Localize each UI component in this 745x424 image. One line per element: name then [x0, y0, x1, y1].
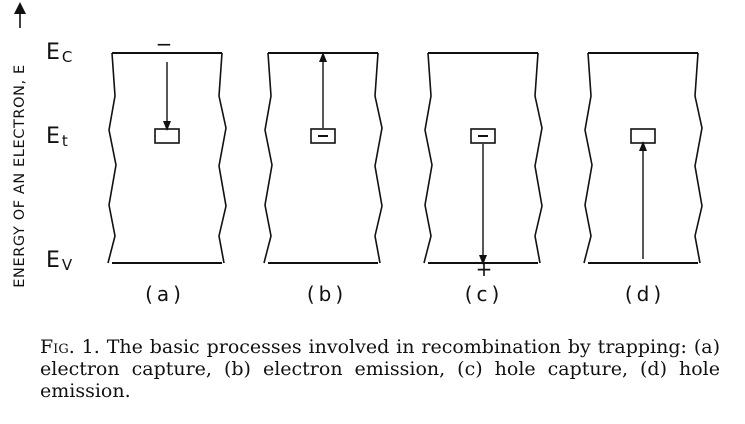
panel-left-edge-a — [107, 52, 117, 264]
trap-level-c — [470, 128, 496, 144]
panel-right-edge-d — [694, 52, 703, 264]
energy-axis — [14, 2, 26, 28]
panel-left-edge-d — [583, 52, 593, 264]
panel-left-edge-c — [423, 52, 433, 264]
figure-caption: Fig. 1. The basic processes involved in … — [40, 336, 720, 402]
panel-right-edge-c — [534, 52, 543, 264]
panel-right-edge-b — [374, 52, 383, 264]
caption-figure-number: Fig. 1. — [40, 336, 100, 358]
trap-level-d — [630, 128, 656, 144]
band-diagram-svg — [14, 2, 703, 265]
panel-label-b: (b) — [306, 282, 348, 306]
panel-label-c: (c) — [464, 282, 504, 306]
energy-axis-arrowhead — [14, 2, 26, 14]
electron-sign-a: − — [155, 32, 173, 56]
energy-axis-label-text: ENERGY OF AN ELECTRON, E — [12, 64, 28, 288]
caption-text: The basic processes involved in recombin… — [40, 336, 720, 402]
panel-left-edge-b — [263, 52, 273, 264]
hole-sign-c: + — [475, 257, 493, 281]
panel-label-d: (d) — [624, 282, 666, 306]
panel-label-a: (a) — [145, 282, 185, 306]
trap-level-a — [154, 128, 180, 144]
panel-right-edge-a — [218, 52, 227, 264]
trap-level-b — [310, 128, 336, 144]
